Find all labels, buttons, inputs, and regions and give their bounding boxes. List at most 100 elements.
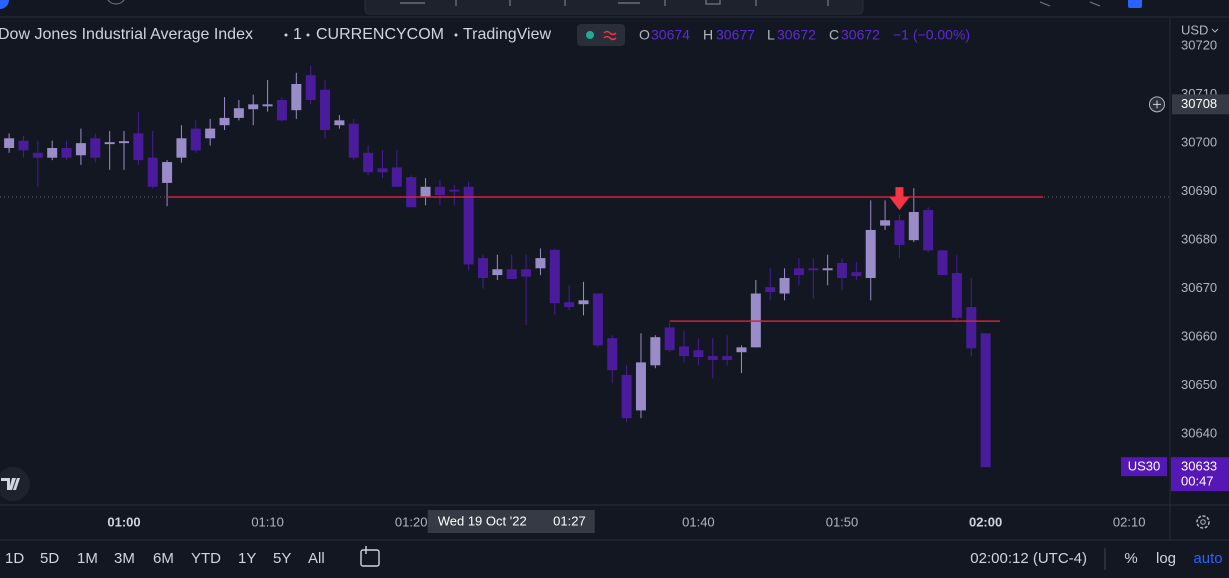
currency-button[interactable]: [1171, 18, 1229, 40]
candle-body: [61, 147, 72, 158]
range-button[interactable]: 1M: [77, 550, 98, 567]
auto-toggle[interactable]: auto: [1193, 550, 1222, 567]
low-value: 30672: [777, 27, 816, 43]
close-label: C: [829, 27, 839, 43]
settings-button[interactable]: [1196, 515, 1210, 529]
tv-logo[interactable]: [0, 467, 30, 501]
candle-body: [262, 104, 273, 107]
candle-body: [779, 277, 790, 294]
candle-body: [851, 272, 862, 277]
candle-body: [434, 186, 445, 196]
symbol-tag: US30: [1128, 459, 1161, 474]
exchange: CURRENCYCOM: [316, 26, 444, 43]
candle-body: [478, 258, 488, 278]
toolbar-button[interactable]: [1128, 0, 1142, 8]
x-tick-label: 01:40: [682, 514, 715, 529]
candle-body: [621, 375, 632, 419]
y-tick-label: 30680: [1181, 232, 1217, 247]
date-range-button[interactable]: [360, 549, 380, 567]
range-button[interactable]: 1D: [5, 550, 24, 567]
low-label: L: [767, 27, 775, 43]
candle-body: [219, 117, 230, 126]
candle-body: [578, 300, 589, 305]
range-button[interactable]: YTD: [191, 550, 221, 567]
candle-body: [592, 293, 603, 346]
candle-body: [133, 133, 144, 161]
icon-fragment: [107, 0, 125, 5]
status-pill[interactable]: [577, 24, 625, 46]
candle-body: [205, 128, 216, 139]
candle-body: [406, 177, 417, 208]
high-label: H: [703, 27, 713, 43]
symbol-tag-box: [1121, 457, 1167, 477]
candle-body: [47, 147, 58, 158]
candle-body: [90, 138, 101, 158]
y-tick-label: 30650: [1181, 377, 1217, 392]
candle-body: [32, 152, 43, 158]
tv-logo-mark: [1, 478, 20, 490]
candle-body: [463, 186, 474, 265]
candle-body: [4, 138, 15, 148]
countdown: 00:47: [1181, 474, 1214, 489]
range-button[interactable]: All: [308, 550, 325, 567]
candle-body: [635, 362, 646, 411]
candle-body: [722, 356, 733, 360]
range-button[interactable]: 5Y: [273, 550, 291, 567]
clock[interactable]: 02:00:12 (UTC-4): [970, 550, 1087, 567]
symbol-title: Dow Jones Industrial Average Index: [0, 26, 253, 43]
icon-fragment: [1039, 1, 1051, 7]
open-value: 30674: [651, 27, 690, 43]
drawing-toolbar[interactable]: [364, 0, 864, 15]
candle-body: [147, 157, 158, 187]
candle-body: [980, 333, 991, 468]
candle-body: [607, 338, 618, 371]
plot-area: [4, 65, 1044, 468]
candle-body: [119, 141, 129, 144]
delay-icon: [603, 30, 617, 41]
currency: USD: [1181, 22, 1208, 37]
candle-body: [521, 269, 532, 277]
candle-body: [248, 104, 259, 110]
log-toggle[interactable]: log: [1156, 550, 1176, 567]
range-button[interactable]: 3M: [114, 550, 135, 567]
candle-body: [305, 75, 316, 100]
candle-body: [923, 210, 934, 251]
candle-body: [162, 162, 173, 183]
add-icon: [1153, 100, 1161, 109]
candle-body: [880, 220, 891, 226]
range-button[interactable]: 5D: [40, 550, 59, 567]
candle-body: [865, 229, 876, 278]
candle-body: [449, 189, 460, 192]
range-button[interactable]: 6M: [153, 550, 174, 567]
range-button[interactable]: 1Y: [238, 550, 256, 567]
x-tick-label: 01:20: [395, 514, 428, 529]
candle-body: [966, 307, 977, 349]
candle-body: [908, 212, 919, 241]
market-status: [586, 31, 594, 39]
candle-body: [104, 142, 115, 145]
candle-body: [535, 258, 546, 269]
x-tick-label: 02:10: [1113, 514, 1146, 529]
candle-body: [951, 273, 962, 318]
axes: 3064030650306603067030680306903070030710…: [107, 18, 1229, 533]
logo-fragment: [0, 0, 9, 9]
crosshair-price-box: [1172, 94, 1229, 115]
legend-header: Dow Jones Industrial Average Index 1 CUR…: [0, 24, 970, 46]
x-tick-label: 02:00: [969, 514, 1002, 529]
candle-body: [233, 108, 244, 118]
candle-body: [664, 327, 675, 351]
icon-fragment: [1089, 1, 1101, 7]
candle-body: [765, 287, 776, 293]
candle-body: [75, 143, 86, 156]
separator: [284, 33, 288, 37]
candle-body: [506, 269, 517, 279]
percent-toggle[interactable]: %: [1124, 550, 1137, 567]
close-value: 30672: [841, 27, 880, 43]
interval: 1: [293, 26, 302, 43]
toolbar-icons: [400, 0, 829, 6]
settings-icon: [1200, 519, 1206, 525]
candle-body: [679, 346, 690, 357]
last-price: 30633: [1181, 459, 1217, 474]
